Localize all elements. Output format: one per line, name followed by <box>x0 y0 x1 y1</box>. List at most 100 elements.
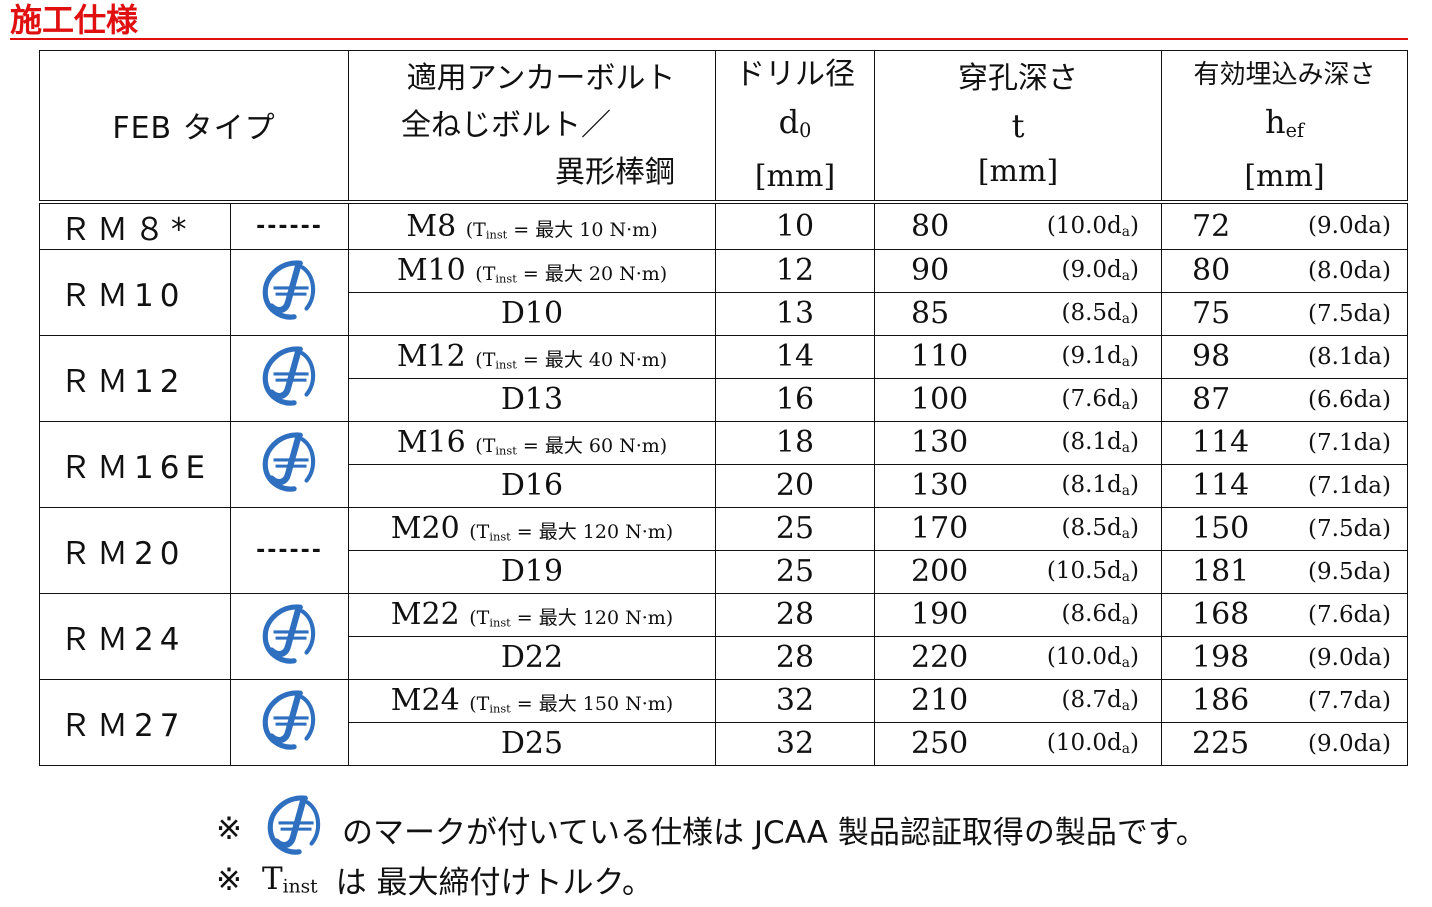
mark-cell: ------ <box>230 506 349 594</box>
depth-ratio-close: ) <box>1130 386 1139 413</box>
bolt-size: M16 <box>396 425 466 461</box>
torque-note: (Tinst = 最大 120 N·m) <box>469 607 674 630</box>
torque-note: (Tinst = 最大 40 N·m) <box>475 349 668 372</box>
mark-cell <box>230 334 349 422</box>
hef-ratio: (9.5da) <box>1308 558 1391 585</box>
equals-sign: = <box>522 349 539 372</box>
type-label: ＲＭ27 <box>60 707 186 744</box>
drill-value: 32 <box>775 726 815 762</box>
bolt-cell: M24 (Tinst = 最大 150 N·m) <box>348 678 716 723</box>
hef-value: 225 <box>1192 726 1250 762</box>
table-row: ＲＭ８* ------ M8 (Tinst = 最大 10 N·m) 10 80 (10.… <box>39 201 1408 250</box>
depth-value: 90 <box>911 253 950 289</box>
table-row: D13 16 100 (7.6da) 87 (6.6da) <box>40 377 1408 422</box>
drill-value: 32 <box>775 683 815 719</box>
bolt-size: D25 <box>500 726 564 762</box>
bolt-size: D16 <box>500 468 564 504</box>
depth-ratio: (10.0da) <box>1047 213 1161 240</box>
torque-value: 最大 40 N·m <box>544 349 660 372</box>
bolt-size: D13 <box>500 382 564 418</box>
note-asterisk: ※ <box>216 861 242 898</box>
depth-ratio-sub: a <box>1121 311 1131 328</box>
hef-value: 75 <box>1192 296 1231 332</box>
drill-value: 18 <box>775 425 815 461</box>
table-row: D19 25 200 (10.5da) 181 (9.5da) <box>40 549 1408 594</box>
hef-ratio: (7.6da) <box>1308 601 1391 628</box>
depth-ratio-close: ) <box>1130 644 1139 671</box>
drill-cell: 28 <box>715 592 875 637</box>
depth-value: 210 <box>911 683 969 719</box>
jcaa-logo-icon <box>257 429 323 499</box>
hef-ratio: (7.7da) <box>1308 687 1391 714</box>
hef-ratio: (6.6da) <box>1308 386 1391 413</box>
bolt-cell: M20 (Tinst = 最大 120 N·m) <box>348 506 716 551</box>
depth-cell: 85 (8.5da) <box>874 291 1162 336</box>
hef-value: 114 <box>1192 468 1250 504</box>
bolt-cell: M8 (Tinst = 最大 10 N·m) <box>348 201 716 250</box>
table-row: ＲＭ20 ------ M20 (Tinst = 最大 120 N·m) 25 170 (… <box>39 506 1408 594</box>
depth-ratio-main: (10.5d <box>1046 558 1122 585</box>
note-jcaa: ※ のマークが付いている仕様は JCAA 製品認証取得の製品です。 <box>216 792 1207 866</box>
depth-ratio-sub: a <box>1121 397 1131 414</box>
hef-cell: 168 (7.6da) <box>1161 592 1408 637</box>
header-bolt-line1: 適用アンカーボルト <box>406 60 676 96</box>
drill-value: 28 <box>775 640 815 676</box>
note2-text: は 最大締付けトルク。 <box>335 865 653 901</box>
table-row: ＲＭ10 M10 (Tinst = 最大 20 N·m) 12 90 (9.0da) 80… <box>39 248 1408 336</box>
depth-ratio-sub: a <box>1121 354 1131 371</box>
header-hef-unit: [mm] <box>1244 158 1325 194</box>
torque-value: 最大 10 N·m <box>535 218 651 241</box>
drill-value: 14 <box>775 339 815 375</box>
bolt-size: M22 <box>390 597 460 633</box>
note-tinst-T: T <box>261 861 283 898</box>
jcaa-logo-icon <box>257 343 323 413</box>
drill-cell: 25 <box>715 506 875 551</box>
bolt-cell: D25 <box>348 721 716 766</box>
hef-ratio: (7.1da) <box>1308 429 1391 456</box>
header-row: FEB タイプ 適用アンカーボルト 全ねじボルト／ 異形棒鋼 ドリル径 d0 [… <box>39 49 1408 204</box>
hef-symbol-main: h <box>1264 103 1286 141</box>
hef-value: 72 <box>1192 208 1231 244</box>
hef-cell: 150 (7.5da) <box>1161 506 1408 551</box>
bolt-size: M20 <box>390 511 460 547</box>
type-cell: ＲＭ24 <box>39 592 231 680</box>
drill-symbol-sub: 0 <box>799 118 812 142</box>
table-row: D22 28 220 (10.0da) 198 (9.0da) <box>40 635 1408 680</box>
torque-note: (Tinst = 最大 10 N·m) <box>465 218 658 242</box>
depth-ratio-sub: a <box>1121 223 1131 240</box>
depth-ratio: (8.7da) <box>1062 687 1161 714</box>
hef-value: 186 <box>1192 683 1250 719</box>
hef-value: 181 <box>1192 554 1250 590</box>
drill-cell: 14 <box>715 334 875 379</box>
hef-cell: 98 (8.1da) <box>1161 334 1408 379</box>
tinst-sub: inst <box>485 227 508 242</box>
drill-value: 25 <box>775 511 815 547</box>
depth-ratio: (8.5da) <box>1062 300 1161 328</box>
header-drill: ドリル径 d0 [mm] <box>715 49 875 204</box>
drill-cell: 16 <box>715 377 875 422</box>
drill-cell: 20 <box>715 463 875 508</box>
type-cell: ＲＭ12 <box>39 334 231 422</box>
depth-value: 190 <box>911 597 969 633</box>
bolt-size: D22 <box>500 640 564 676</box>
mark-cell: ------ <box>230 201 349 250</box>
table-row: ＲＭ12 M12 (Tinst = 最大 40 N·m) 14 110 (9.1da) 9… <box>39 334 1408 422</box>
header-drill-label: ドリル径 <box>735 57 855 92</box>
depth-value: 130 <box>911 425 969 461</box>
depth-ratio: (7.6da) <box>1062 386 1161 414</box>
depth-ratio-close: ) <box>1130 212 1139 239</box>
depth-cell: 190 (8.6da) <box>874 592 1162 637</box>
drill-value: 16 <box>775 382 815 418</box>
drill-cell: 10 <box>715 201 875 250</box>
torque-note: (Tinst = 最大 150 N·m) <box>469 693 674 716</box>
bolt-size: D10 <box>500 296 564 332</box>
table-row: ＲＭ24 M22 (Tinst = 最大 120 N·m) 28 190 (8.6da)… <box>39 592 1408 680</box>
bolt-cell: D13 <box>348 377 716 422</box>
bolt-size: M8 <box>406 208 457 244</box>
drill-cell: 13 <box>715 291 875 336</box>
torque-note: (Tinst = 最大 60 N·m) <box>475 435 668 458</box>
tinst-sub: inst <box>489 615 511 630</box>
bolt-cell: D22 <box>348 635 716 680</box>
jcaa-logo-icon <box>257 257 323 327</box>
tinst-T: T <box>482 349 496 372</box>
